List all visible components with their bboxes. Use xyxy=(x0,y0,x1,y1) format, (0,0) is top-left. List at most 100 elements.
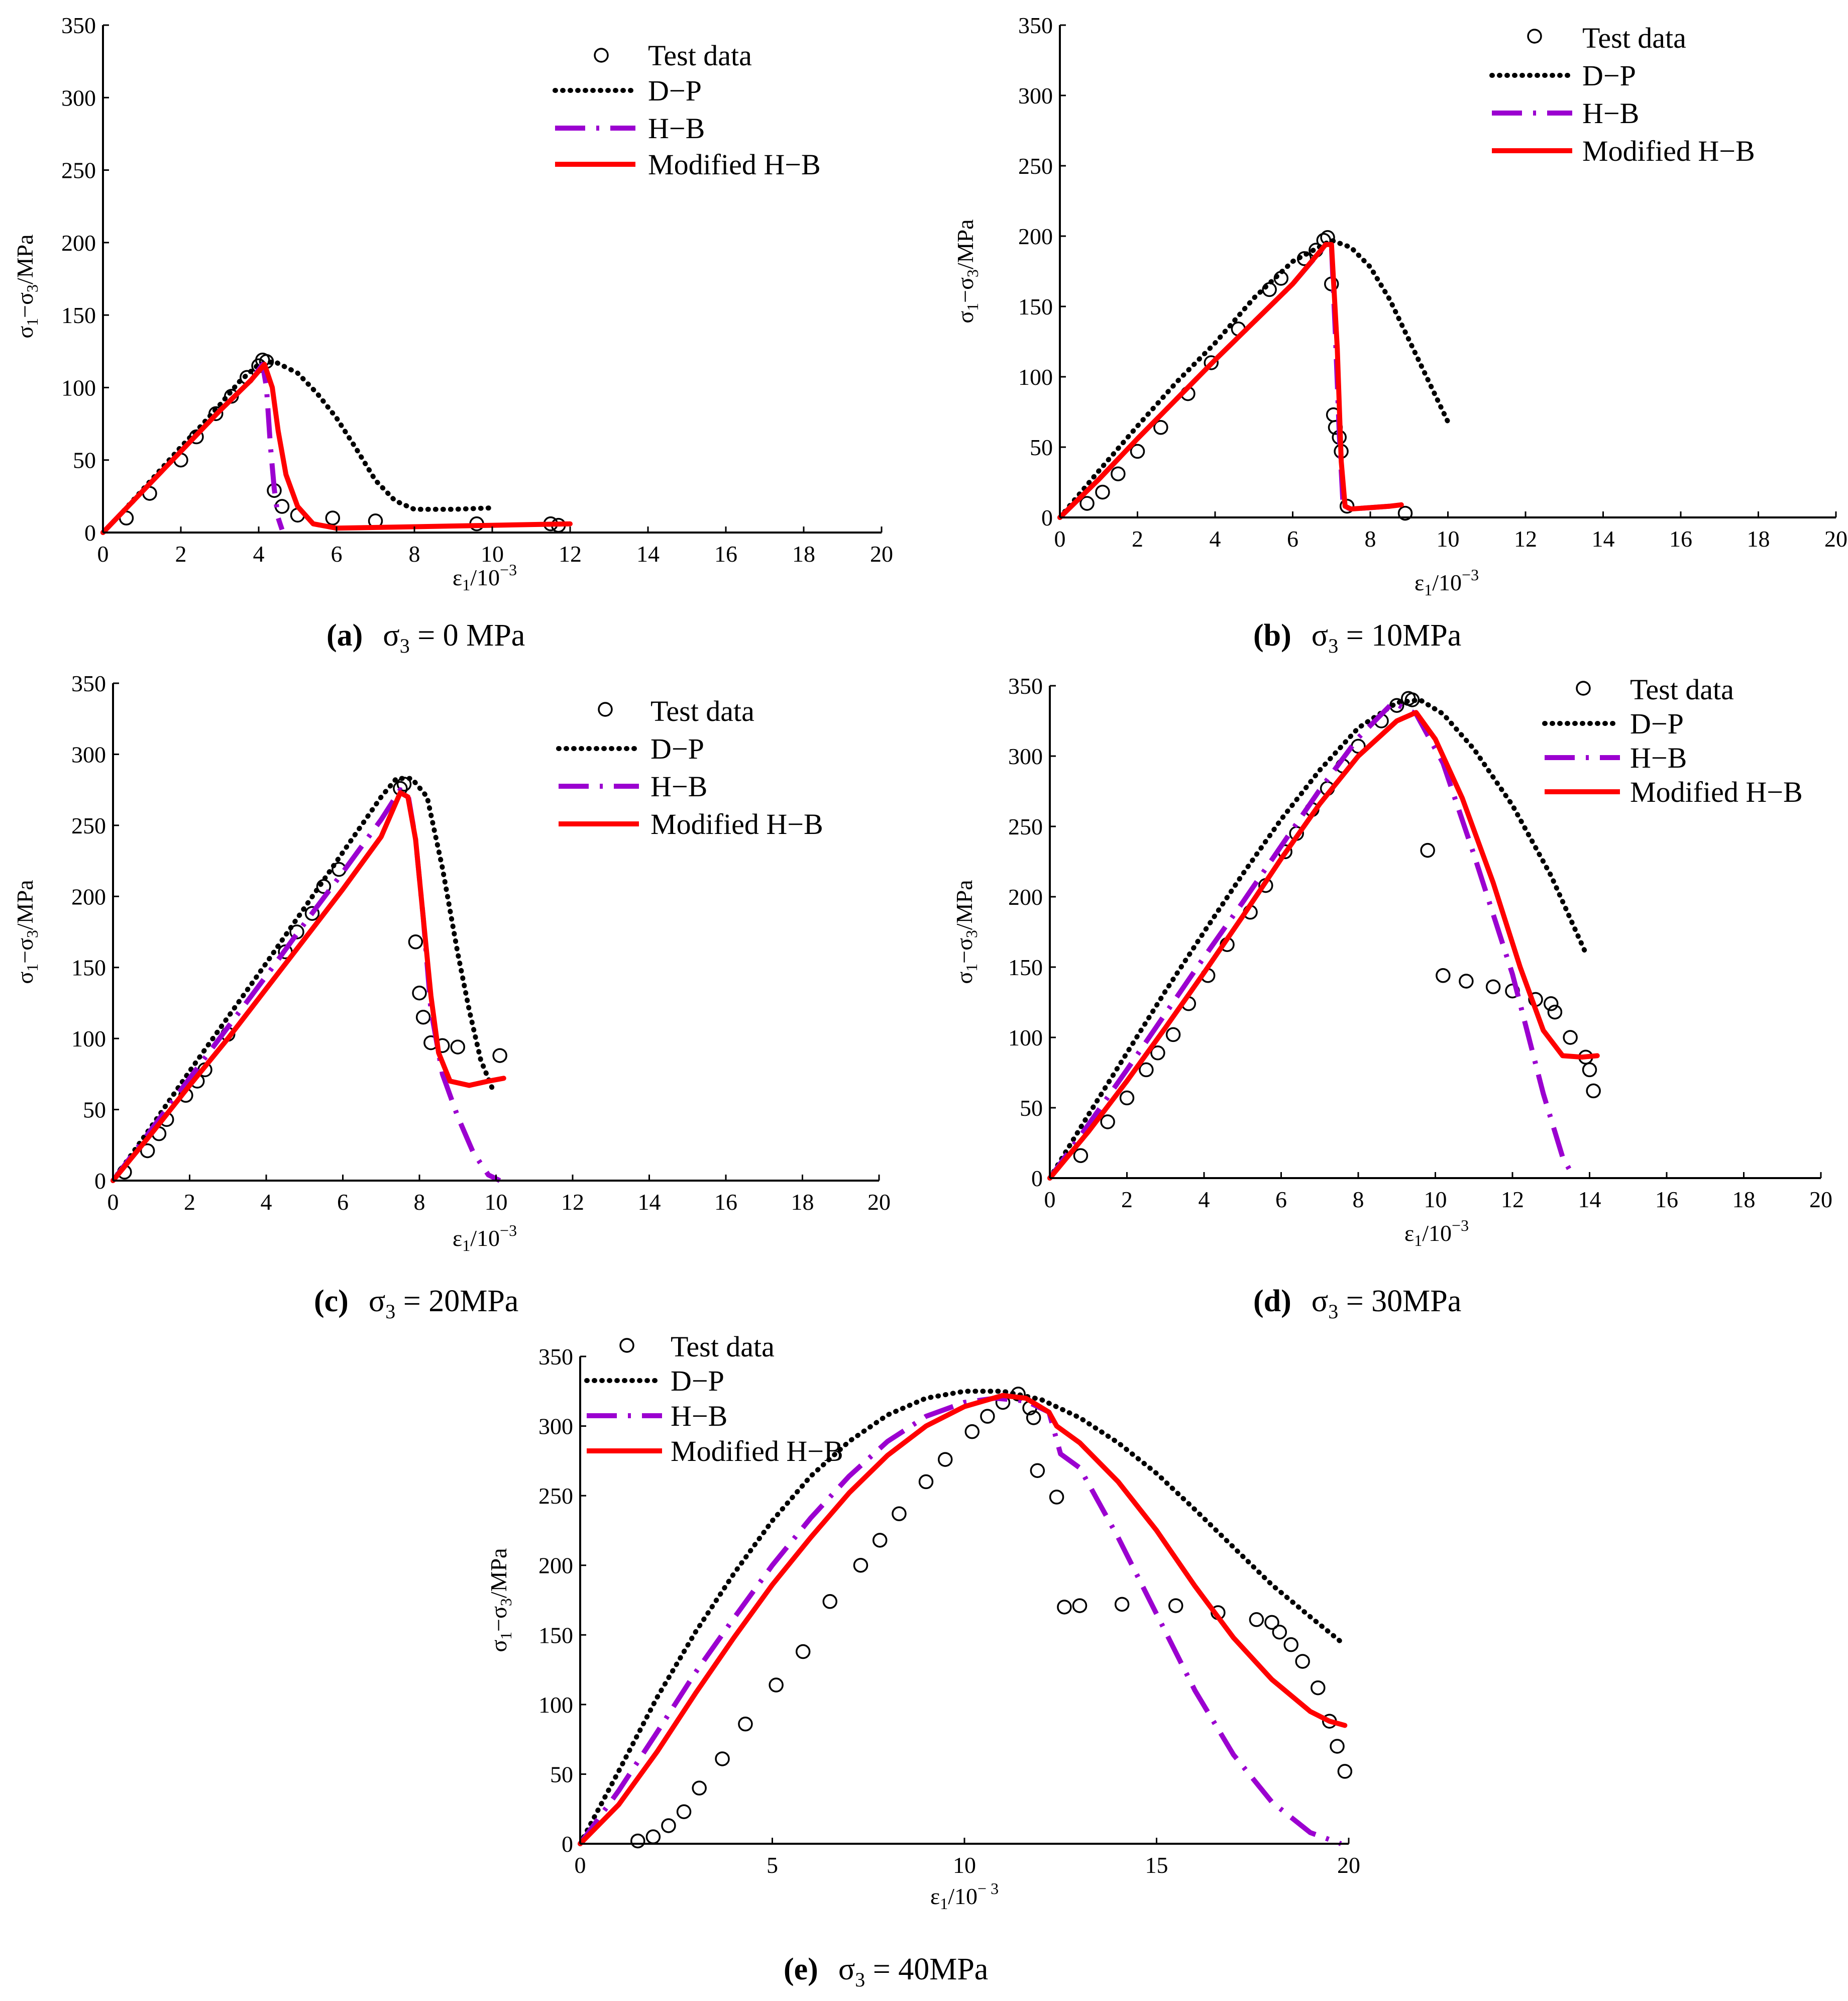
d-p-curve xyxy=(1047,697,1588,1181)
y-tick-label: 100 xyxy=(1018,364,1053,390)
x-tick-label: 8 xyxy=(1365,526,1376,552)
x-tick-label: 14 xyxy=(1578,1187,1601,1212)
x-tick-label: 5 xyxy=(767,1852,778,1878)
test-data-point xyxy=(304,906,320,921)
x-tick-label: 16 xyxy=(1669,526,1692,552)
x-tick-label: 4 xyxy=(1199,1187,1210,1212)
panel-e-legend: Test data D−P H−B Modified H−B xyxy=(584,1330,843,1467)
h-b-curve xyxy=(111,787,501,1183)
test-data-point xyxy=(450,1039,465,1055)
test-data-point xyxy=(1049,1490,1064,1505)
test-data-point xyxy=(1168,1598,1183,1613)
legend-hb-label: H−B xyxy=(1630,742,1687,774)
x-tick-label: 4 xyxy=(1210,526,1221,552)
h-b-curve xyxy=(1047,700,1577,1180)
x-tick-label: 10 xyxy=(481,541,504,567)
panel-c-ylabel: σ1−σ3/MPa xyxy=(12,880,41,984)
y-tick-label: 0 xyxy=(562,1831,573,1857)
y-tick-label: 350 xyxy=(1018,13,1053,38)
legend-hb-label: H−B xyxy=(1582,97,1639,130)
d-p-curve xyxy=(1057,238,1451,520)
test-data-point xyxy=(1420,842,1435,858)
panel-d-marks xyxy=(1047,691,1601,1181)
legend-test-data-label: Test data xyxy=(1582,22,1686,54)
y-tick-label: 50 xyxy=(1030,435,1053,460)
test-data-point xyxy=(980,1409,995,1424)
test-data-point xyxy=(1114,1597,1130,1612)
test-data-point xyxy=(1586,1083,1601,1099)
test-data-point xyxy=(769,1677,784,1693)
test-data-point xyxy=(1272,1624,1287,1640)
panel-d-xlabel: ε1/10−3 xyxy=(1404,1216,1469,1249)
y-tick-label: 200 xyxy=(71,884,106,909)
test-data-point xyxy=(918,1474,934,1490)
x-tick-label: 12 xyxy=(1514,526,1537,552)
y-tick-label: 150 xyxy=(61,302,96,328)
y-tick-label: 200 xyxy=(61,230,96,256)
legend-dp-label: D−P xyxy=(1630,707,1684,740)
test-data-point xyxy=(661,1818,676,1833)
y-tick-label: 0 xyxy=(1031,1166,1043,1191)
panel-c-caption: (c) σ3 = 20MPa xyxy=(314,1284,518,1323)
test-data-point xyxy=(1547,1004,1563,1020)
legend-dp-label: D−P xyxy=(650,732,704,765)
legend-test-data-label: Test data xyxy=(648,39,752,72)
test-data-point xyxy=(1436,968,1451,983)
test-data-point xyxy=(1073,1148,1089,1163)
test-data-point xyxy=(1095,484,1110,500)
y-tick-label: 0 xyxy=(84,520,96,546)
y-tick-label: 350 xyxy=(71,671,106,696)
modified-h-b-curve xyxy=(1057,242,1404,520)
d-p-curve xyxy=(578,1389,1344,1846)
x-tick-label: 20 xyxy=(1337,1852,1360,1878)
y-tick-label: 300 xyxy=(538,1414,573,1439)
legend-modified-hb-label: Modified H−B xyxy=(1582,135,1755,167)
test-data-point xyxy=(1249,1612,1264,1627)
x-tick-label: 4 xyxy=(253,541,265,567)
y-tick-label: 200 xyxy=(1008,884,1043,910)
x-tick-label: 20 xyxy=(870,541,893,567)
panel-d-legend: Test data D−P H−B Modified H−B xyxy=(1542,673,1803,808)
y-tick-label: 250 xyxy=(1008,814,1043,839)
modified-h-b-curve xyxy=(1047,710,1600,1181)
test-data-point xyxy=(964,1424,980,1439)
x-tick-label: 15 xyxy=(1145,1852,1168,1878)
panel-c-xlabel: ε1/10−3 xyxy=(453,1221,517,1254)
panel-e-xlabel: ε1/10− 3 xyxy=(930,1879,999,1913)
test-data-point xyxy=(938,1452,953,1467)
x-tick-label: 10 xyxy=(1424,1187,1447,1212)
test-data-point xyxy=(892,1506,907,1521)
test-data-point xyxy=(1153,420,1168,435)
y-tick-label: 50 xyxy=(83,1097,106,1123)
test-data-point xyxy=(412,985,427,1001)
panel-b-xlabel: ε1/10−3 xyxy=(1415,566,1479,599)
test-data-point xyxy=(1337,1764,1353,1779)
test-data-point xyxy=(1072,1598,1088,1613)
x-tick-label: 6 xyxy=(1275,1187,1287,1212)
x-tick-label: 14 xyxy=(636,541,660,567)
test-data-point xyxy=(738,1716,753,1732)
x-tick-label: 6 xyxy=(331,541,343,567)
y-tick-label: 50 xyxy=(550,1761,573,1787)
x-tick-label: 6 xyxy=(337,1189,349,1215)
test-data-point xyxy=(1459,974,1474,989)
y-tick-label: 100 xyxy=(61,375,96,400)
test-data-point xyxy=(645,1829,661,1844)
test-data-point xyxy=(692,1780,707,1796)
x-tick-label: 0 xyxy=(575,1852,586,1878)
panel-c-marks xyxy=(111,776,507,1183)
test-data-point xyxy=(492,1048,507,1063)
d-p-curve xyxy=(100,359,495,535)
y-tick-label: 100 xyxy=(71,1026,106,1051)
y-tick-label: 150 xyxy=(71,955,106,981)
panel-e-marks xyxy=(578,1387,1353,1849)
d-p-curve xyxy=(111,776,495,1183)
y-tick-label: 350 xyxy=(1008,673,1043,699)
y-tick-label: 300 xyxy=(1008,744,1043,769)
y-tick-label: 100 xyxy=(1008,1025,1043,1050)
x-tick-label: 8 xyxy=(409,541,420,567)
